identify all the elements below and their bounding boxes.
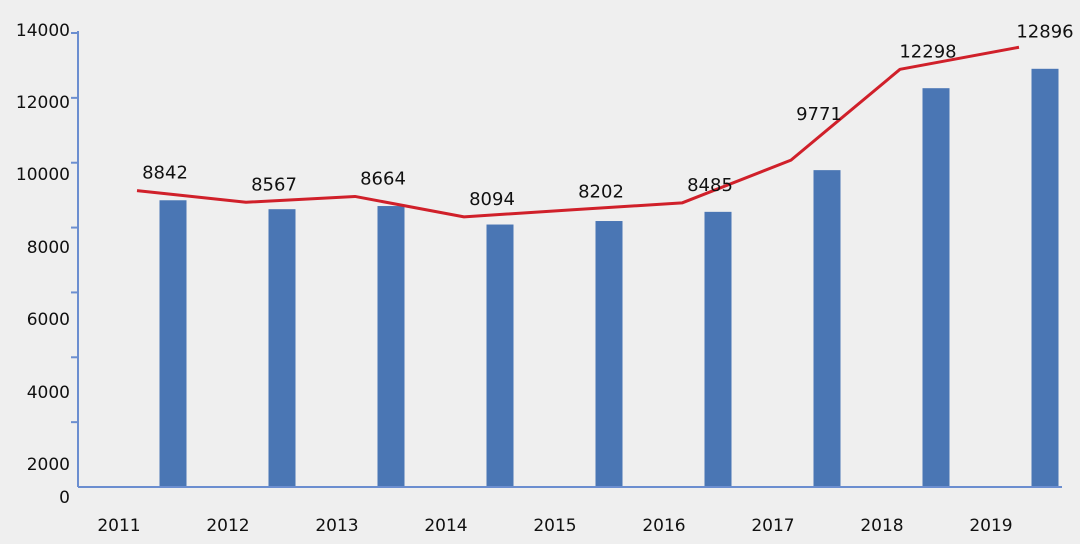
data-labels-group: 8842 8567 8664 8094 8202 8485 9771 12298 12896 xyxy=(142,21,1074,210)
bar-2012 xyxy=(268,209,296,487)
trend-line xyxy=(136,45,1020,219)
bar-2017 xyxy=(813,170,841,487)
x-tick-label: 2012 xyxy=(206,516,249,536)
x-tick-label: 2011 xyxy=(97,516,140,536)
x-tick-label: 2014 xyxy=(424,516,467,536)
data-label-2013: 8664 xyxy=(360,168,406,189)
bar-2016 xyxy=(704,211,732,487)
x-tick-label: 2019 xyxy=(969,516,1012,536)
y-tick-label: 10000 xyxy=(16,165,70,185)
data-label-2014: 8094 xyxy=(469,189,515,210)
y-tick-label: 0 xyxy=(59,488,70,508)
y-tick-label: 2000 xyxy=(27,455,70,475)
x-tick-label: 2017 xyxy=(751,516,794,536)
bar-2015 xyxy=(595,221,623,487)
bars-group xyxy=(159,68,1059,488)
y-tick-label: 4000 xyxy=(27,383,70,403)
data-label-2015: 8202 xyxy=(578,182,624,203)
bar-2014 xyxy=(486,224,514,488)
data-label-2017: 9771 xyxy=(796,104,842,125)
bar-2019 xyxy=(1031,68,1059,487)
data-label-2018: 12298 xyxy=(899,41,956,62)
data-label-2016: 8485 xyxy=(687,175,733,196)
y-tick-label: 12000 xyxy=(16,93,70,113)
x-tick-label: 2018 xyxy=(860,516,903,536)
axes-group xyxy=(77,31,1062,488)
x-tick-label: 2015 xyxy=(533,516,576,536)
x-tick-label: 2013 xyxy=(315,516,358,536)
y-tick-label: 8000 xyxy=(27,238,70,258)
bar-2018 xyxy=(922,88,950,488)
x-ticks-group: 2011 2012 2013 2014 2015 2016 2017 2018 2019 xyxy=(97,516,1012,536)
y-tick-label: 6000 xyxy=(27,310,70,330)
bar-2013 xyxy=(377,206,405,487)
x-tick-label: 2016 xyxy=(642,516,685,536)
data-label-2019: 12896 xyxy=(1016,21,1073,42)
data-label-2011: 8842 xyxy=(142,163,188,184)
data-label-2012: 8567 xyxy=(251,174,297,195)
y-ticks-group: 0 2000 4000 6000 8000 10000 12000 14000 xyxy=(16,21,78,508)
bar-2011 xyxy=(159,200,187,487)
y-tick-label: 14000 xyxy=(16,21,70,41)
